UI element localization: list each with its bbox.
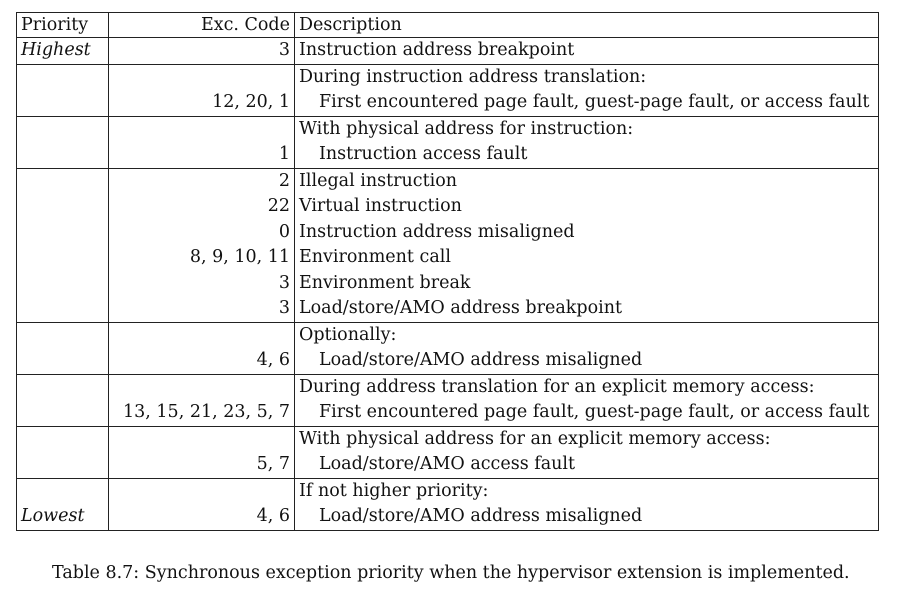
table-caption: Table 8.7: Synchronous exception priorit… [52,563,850,583]
code-spacer [113,65,290,91]
priority-label [21,452,104,478]
description-cell: With physical address for instruction: In… [294,115,879,169]
exc-code-cell: 3 [108,37,295,65]
exc-code: 0 [278,221,290,242]
priority-cell [16,115,109,169]
priority-cell [16,373,109,427]
exc-code-cell: 2 22 0 8, 9, 10, 11 3 3 [108,167,295,323]
description-cell: During address translation for an explic… [294,373,879,427]
exc-code: 3 [278,40,290,60]
description-heading: Optionally: [299,324,397,345]
table-body: Highest 3 Instruction address breakpoint 12… [16,37,879,531]
description-text: Instruction address breakpoint [299,40,575,60]
description-text: Load/store/AMO access fault [319,454,576,474]
exc-code: 8, 9, 10, 11 [189,247,290,267]
description-heading: During address translation for an explic… [299,376,815,397]
description-cell: Illegal instruction Virtual instruction In… [294,167,879,323]
exception-priority-table: Priority Exc. Code Description Highest 3 I… [16,12,879,531]
description-cell: Instruction address breakpoint [294,37,879,65]
description-text: Load/store/AMO address misaligned [319,350,643,370]
description-heading: During instruction address translation: [299,66,647,87]
priority-label [21,348,104,374]
description-text: Instruction access fault [319,144,528,164]
code-spacer [113,323,290,349]
exc-code: 5, 7 [256,454,290,474]
code-spacer [113,479,290,505]
priority-label: Highest [21,40,91,60]
table-row: 2 22 0 8, 9, 10, 11 3 3 Illegal instruction Vir… [16,167,879,323]
priority-label [21,90,104,116]
priority-cell [16,63,109,117]
exc-code-cell: 13, 15, 21, 23, 5, 7 [108,373,295,427]
description-header: Description [294,12,879,38]
priority-label [21,142,104,168]
table-row: 12, 20, 1 During instruction address tran… [16,63,879,117]
description-text: First encountered page fault, guest-page… [319,92,870,112]
exc-code: 4, 6 [256,506,290,526]
description-cell: Optionally: Load/store/AMO address misali… [294,321,879,375]
description-text: Load/store/AMO address breakpoint [299,298,623,318]
header-row: Priority Exc. Code Description [16,12,879,38]
exc-code: 4, 6 [256,350,290,370]
description-text: Illegal instruction [299,170,458,191]
priority-cell [16,425,109,479]
table-row: 1 With physical address for instruction: I… [16,115,879,169]
priority-cell: Highest [16,37,109,65]
description-text: Virtual instruction [299,196,462,216]
priority-cell [16,167,109,323]
exc-code: 13, 15, 21, 23, 5, 7 [123,402,290,422]
description-text: Instruction address misaligned [299,221,575,242]
table-row: 4, 6 Optionally: Load/store/AMO address mi… [16,321,879,375]
description-cell: During instruction address translation: F… [294,63,879,117]
exc-code: 3 [278,298,290,318]
table-row: Lowest 4, 6 If not higher priority: Load/st… [16,477,879,531]
exc-code: 22 [267,196,290,216]
description-text: First encountered page fault, guest-page… [319,402,870,422]
code-spacer [113,117,290,143]
description-cell: With physical address for an explicit me… [294,425,879,479]
exc-code-header: Exc. Code [108,12,295,38]
exc-code: 12, 20, 1 [212,92,290,112]
priority-header: Priority [16,12,109,38]
exc-code-cell: 4, 6 [108,321,295,375]
priority-label: Lowest [21,506,85,526]
table-row: 5, 7 With physical address for an explici… [16,425,879,479]
description-heading: With physical address for instruction: [299,118,634,139]
exc-code-cell: 12, 20, 1 [108,63,295,117]
exc-code: 3 [278,272,290,293]
exc-code: 2 [278,170,290,191]
table-row: Highest 3 Instruction address breakpoint [16,37,879,65]
code-spacer [113,427,290,453]
priority-cell: Lowest [16,477,109,531]
description-heading: With physical address for an explicit me… [299,428,771,449]
exc-code: 1 [278,144,290,164]
code-spacer [113,375,290,401]
priority-label [21,400,104,426]
description-cell: If not higher priority: Load/store/AMO ad… [294,477,879,531]
description-text: Environment call [299,247,451,267]
exc-code-cell: 1 [108,115,295,169]
description-text: Load/store/AMO address misaligned [319,506,643,526]
description-text: Environment break [299,272,471,293]
exc-code-cell: 5, 7 [108,425,295,479]
table-row: 13, 15, 21, 23, 5, 7 During address trans… [16,373,879,427]
priority-cell [16,321,109,375]
exc-code-cell: 4, 6 [108,477,295,531]
priority-label [21,296,104,322]
description-heading: If not higher priority: [299,480,489,501]
